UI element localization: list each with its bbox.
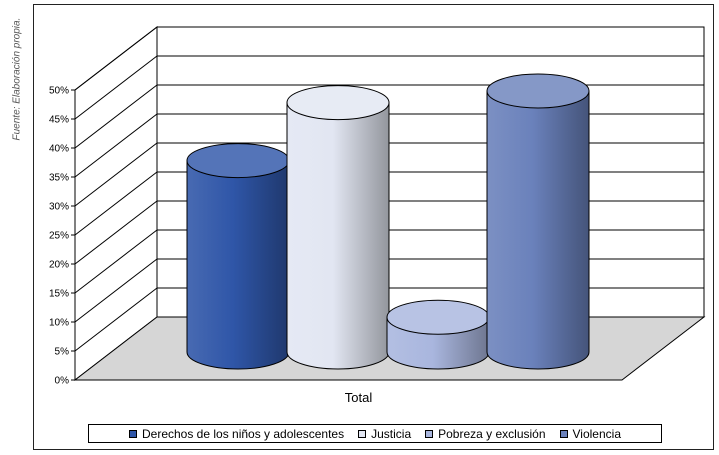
legend-label: Derechos de los niños y adolescentes <box>141 426 345 441</box>
gridline-side <box>74 26 158 91</box>
cylinder-body <box>486 90 590 370</box>
legend-swatch <box>559 429 568 438</box>
cylinder-top <box>186 143 290 179</box>
y-tick-label: 30% <box>49 202 69 213</box>
gridline-side <box>74 142 158 207</box>
y-tick-label: 15% <box>49 289 69 300</box>
legend-swatch <box>128 429 137 438</box>
cylinder-top <box>486 73 590 109</box>
y-tick-label: 40% <box>49 144 69 155</box>
y-tick-label: 0% <box>55 376 70 387</box>
gridline-side <box>74 287 158 352</box>
y-tick-label: 35% <box>49 173 69 184</box>
y-tick-label: 45% <box>49 115 69 126</box>
gridline-side <box>74 258 158 323</box>
y-tick-label: 5% <box>55 347 70 358</box>
x-axis-category-label: Total <box>345 390 373 405</box>
legend-item: Derechos de los niños y adolescentes <box>128 426 345 441</box>
y-tick-label: 20% <box>49 260 69 271</box>
legend-label: Pobreza y exclusión <box>438 426 546 441</box>
legend-swatch <box>358 429 367 438</box>
y-tick-label: 50% <box>49 86 69 97</box>
cylinder-2 <box>286 85 390 370</box>
legend-label: Justicia <box>371 426 412 441</box>
y-tick-label: 10% <box>49 318 69 329</box>
legend-item: Justicia <box>358 427 411 441</box>
legend-item: Pobreza y exclusión <box>425 426 546 441</box>
legend-item: Violencia <box>559 426 621 441</box>
cylinder-body <box>186 160 290 370</box>
gridline-side <box>74 229 158 294</box>
gridline-side <box>74 171 158 236</box>
cylinder-body <box>286 102 390 370</box>
gridline-side <box>74 84 158 149</box>
legend-swatch <box>425 429 434 438</box>
gridline-side <box>74 200 158 265</box>
cylinder-4 <box>486 73 590 370</box>
gridline-side <box>74 113 158 178</box>
cylinder-1 <box>186 143 290 370</box>
cylinder-top <box>386 299 490 335</box>
gridline-side <box>74 55 158 120</box>
cylinder-top <box>286 85 390 121</box>
legend: Derechos de los niños y adolescentes Just… <box>88 424 662 443</box>
legend-label: Violencia <box>572 426 621 441</box>
y-tick-label: 25% <box>49 231 69 242</box>
cylinder-3 <box>386 299 490 370</box>
